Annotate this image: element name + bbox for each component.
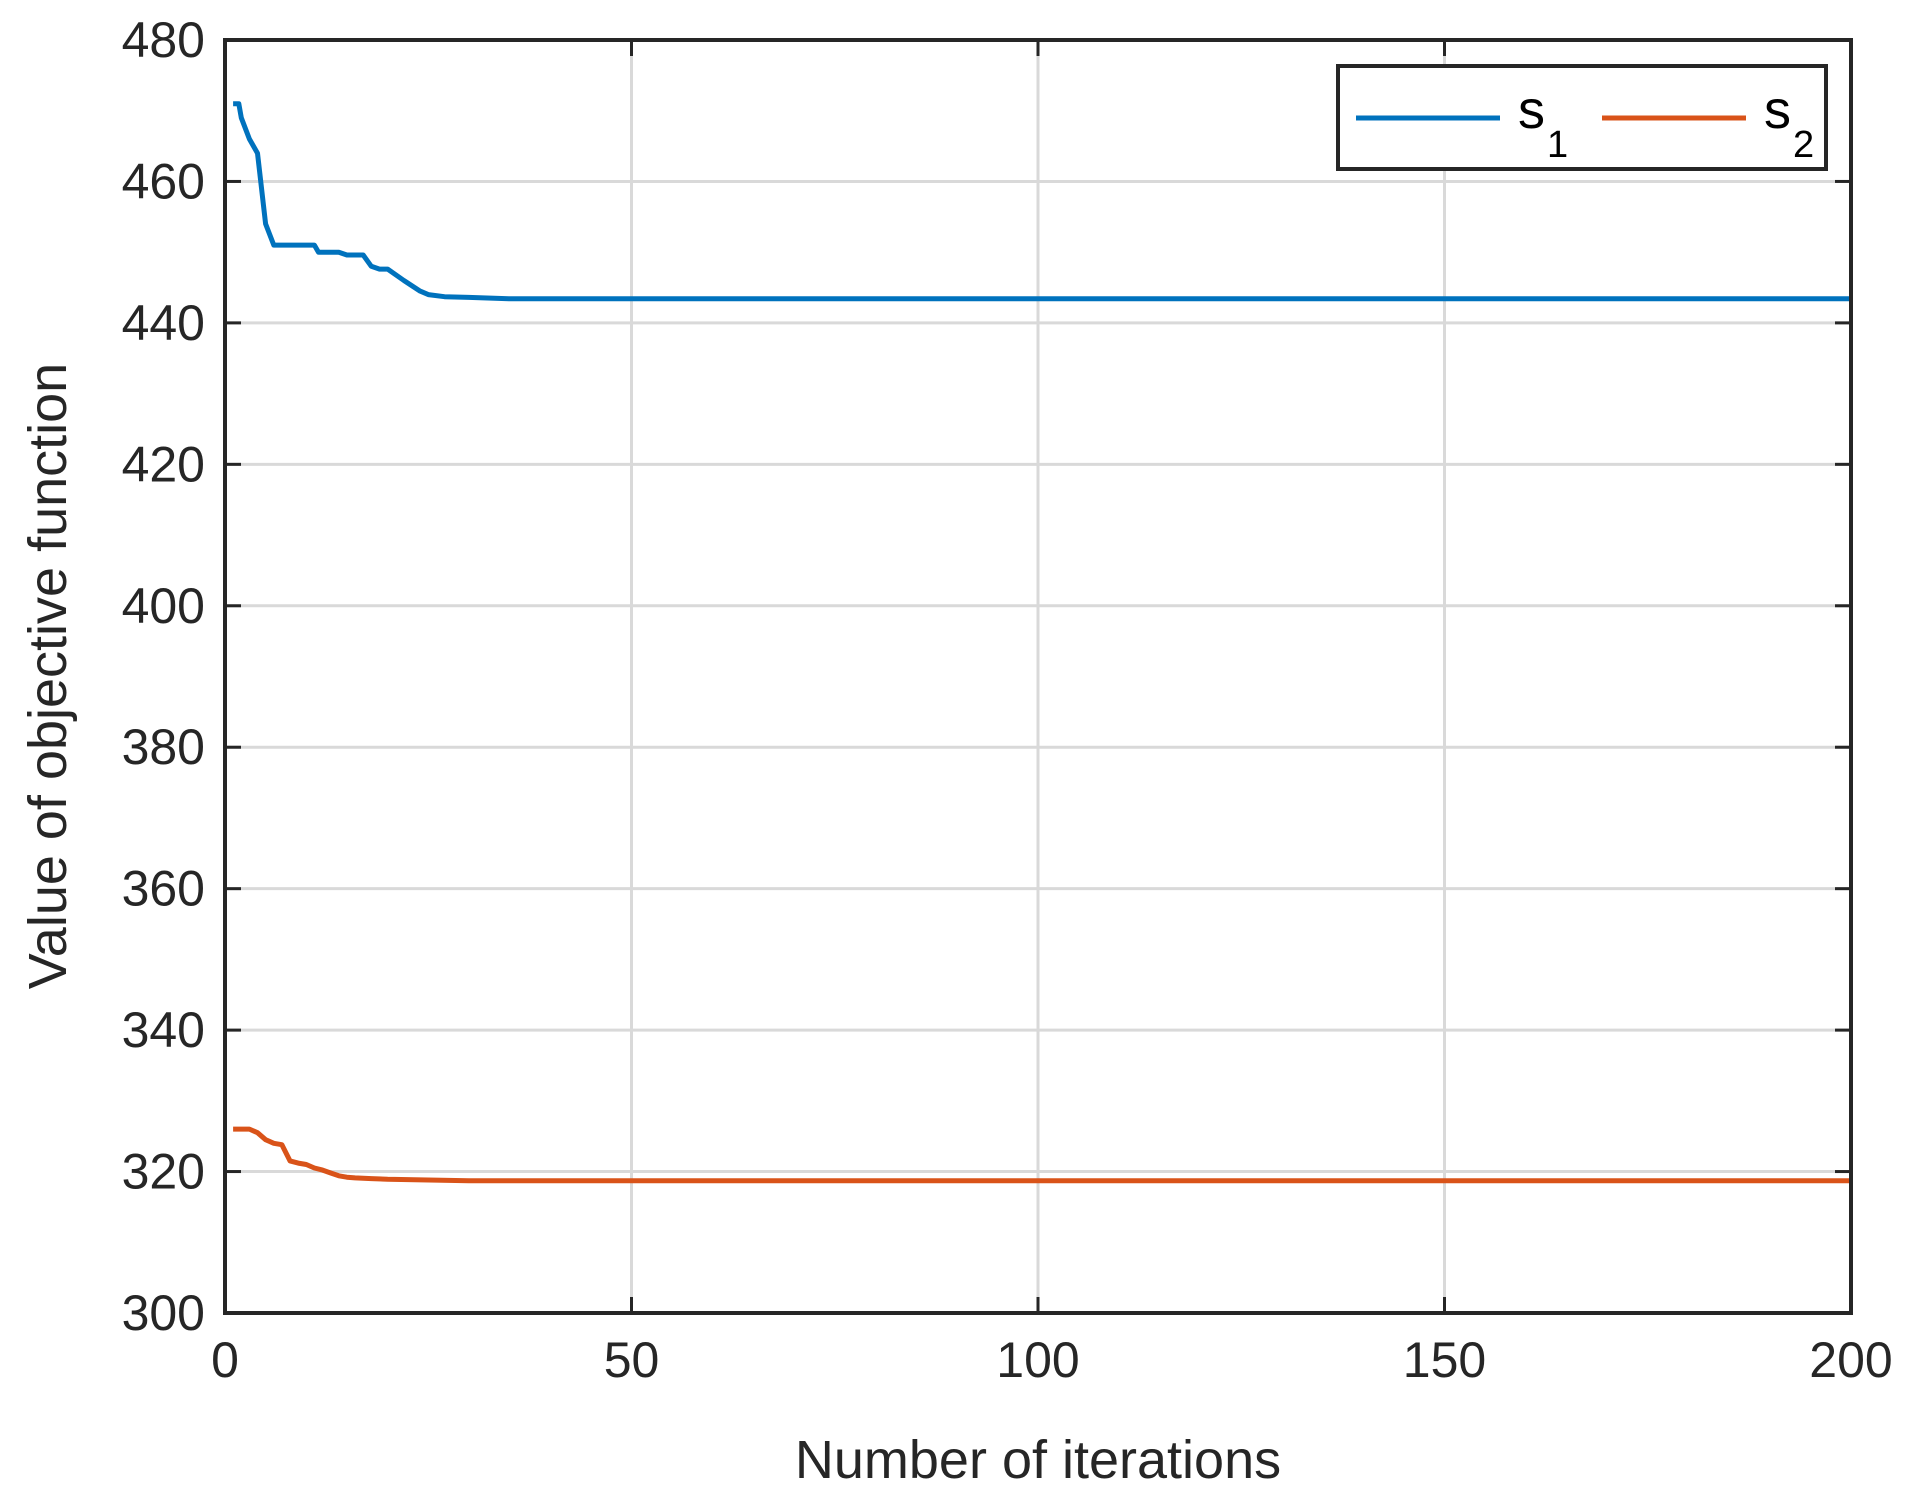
x-tick-label: 100 <box>996 1332 1079 1388</box>
y-tick-label: 380 <box>122 719 205 775</box>
x-tick-label: 150 <box>1403 1332 1486 1388</box>
legend-label-s2: s <box>1764 80 1791 140</box>
y-tick-labels: 300 320 340 360 380 400 420 440 460 480 <box>122 12 205 1341</box>
legend-label-s1: s <box>1518 80 1545 140</box>
x-tick-label: 50 <box>604 1332 660 1388</box>
y-axis-label: Value of objective function <box>18 363 78 989</box>
y-tick-label: 460 <box>122 153 205 209</box>
y-tick-label: 340 <box>122 1002 205 1058</box>
y-tick-label: 320 <box>122 1144 205 1200</box>
series-line-s2 <box>233 1126 1851 1184</box>
x-axis-label: Number of iterations <box>795 1430 1281 1490</box>
grid-lines <box>225 40 1851 1313</box>
legend: s 1 s 2 <box>1336 64 1828 171</box>
x-tick-label: 0 <box>211 1332 239 1388</box>
legend-label-s2-subscript: 2 <box>1793 124 1814 166</box>
y-tick-label: 440 <box>122 295 205 351</box>
x-tick-label: 200 <box>1809 1332 1892 1388</box>
series-layer <box>233 101 1851 1184</box>
series-line-s1 <box>233 101 1851 302</box>
y-tick-label: 400 <box>122 578 205 634</box>
legend-label-s1-subscript: 1 <box>1547 124 1568 166</box>
y-tick-label: 480 <box>122 12 205 68</box>
y-tick-label: 420 <box>122 436 205 492</box>
y-tick-label: 360 <box>122 861 205 917</box>
x-tick-labels: 0 50 100 150 200 <box>211 1332 1893 1388</box>
y-tick-label: 300 <box>122 1285 205 1341</box>
axis-ticks <box>223 38 1853 1315</box>
